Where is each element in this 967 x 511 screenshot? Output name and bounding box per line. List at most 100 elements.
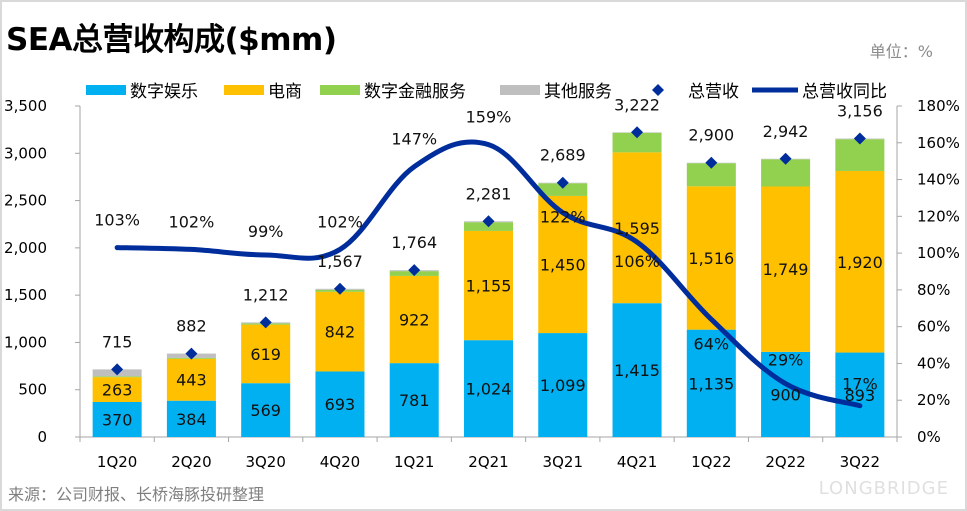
bar-segment-ecommerce <box>835 170 885 353</box>
legend-diamond-icon <box>652 84 664 96</box>
x-tick-label: 2Q20 <box>171 453 211 471</box>
bar-value-label: 922 <box>399 311 430 330</box>
bar-segment-fintech <box>612 132 662 153</box>
y2-tick-label: 160% <box>917 134 960 152</box>
axes: 0 500 1,000 1,500 2,000 2,500 3,000 3,500 0% 20% 4… <box>4 97 960 471</box>
x-tick-label: 1Q20 <box>97 453 137 471</box>
total-value-label: 1,764 <box>391 233 437 252</box>
legend-item-5: 总营收 <box>652 82 739 102</box>
yoy-value-label: 17% <box>842 375 878 394</box>
legend-label: 电商 <box>268 82 302 102</box>
yoy-line-group <box>114 139 863 409</box>
total-value-label: 2,689 <box>540 146 586 165</box>
x-tick-label: 3Q22 <box>840 453 880 471</box>
legend-label: 总营收 <box>688 82 739 102</box>
bar-value-label: 1,516 <box>688 249 734 268</box>
total-marker <box>853 132 866 145</box>
x-tick-label: 3Q20 <box>245 453 285 471</box>
bar-segment-ecommerce <box>166 358 216 401</box>
total-marker <box>705 156 718 169</box>
bar-segment-ecommerce <box>761 186 811 352</box>
y2-tick-label: 0% <box>917 428 941 446</box>
bar-value-label: 693 <box>325 395 356 414</box>
bar-value-label: 781 <box>399 391 430 410</box>
yoy-line <box>114 139 863 409</box>
bar-segment-entertainment <box>315 371 365 437</box>
y2-tick-label: 60% <box>917 318 950 336</box>
bar-segment-entertainment <box>389 363 439 437</box>
y-tick-label: 500 <box>18 381 47 399</box>
bar-value-label: 263 <box>102 381 133 400</box>
bar-segment-ecommerce <box>612 152 662 304</box>
total-marker <box>185 347 198 360</box>
total-value-label: 715 <box>102 332 133 351</box>
bar-value-label: 1,450 <box>540 256 586 275</box>
bar-segment-entertainment <box>686 329 736 437</box>
bar-segment-fintech <box>686 163 736 187</box>
total-value-label: 1,567 <box>317 252 363 271</box>
yoy-value-label: 102% <box>169 212 215 231</box>
bar-segment-fintech <box>92 376 142 378</box>
y-tick-label: 2,000 <box>4 239 47 257</box>
yoy-value-label: 147% <box>391 130 437 149</box>
legend-item-1: 数字娱乐 <box>86 82 198 102</box>
total-marker <box>333 282 346 295</box>
bar-segment-entertainment <box>92 402 142 437</box>
bar-value-label: 1,749 <box>763 260 809 279</box>
yoy-value-label: 122% <box>540 208 586 227</box>
yoy-value-label: 29% <box>768 351 804 370</box>
bar-value-label: 842 <box>325 323 356 342</box>
total-marker <box>556 176 569 189</box>
total-value-label: 2,900 <box>688 126 734 145</box>
bar-segment-ecommerce <box>92 377 142 403</box>
total-marker <box>408 264 421 277</box>
legend-label: 数字娱乐 <box>130 82 198 102</box>
bar-value-label: 893 <box>845 386 876 405</box>
total-value-label: 3,222 <box>614 95 660 114</box>
bar-segment-entertainment <box>241 383 291 437</box>
bar-value-label: 1,024 <box>466 380 512 399</box>
legend-item-6: 总营收同比 <box>752 82 887 102</box>
bar-value-label: 1,595 <box>614 219 660 238</box>
bar-value-label: 1,099 <box>540 376 586 395</box>
bar-value-label: 443 <box>176 371 207 390</box>
total-marker <box>631 126 644 139</box>
bar-value-label: 1,415 <box>614 361 660 380</box>
y2-tick-label: 20% <box>917 391 950 409</box>
yoy-value-label: 99% <box>248 222 284 241</box>
data-labels: 370 263 384 443 569 619 693 842 781 922 1,024 1,155… <box>94 95 883 429</box>
y2-tick-label: 40% <box>917 354 950 372</box>
yoy-value-label: 106% <box>614 252 660 271</box>
yoy-value-label: 64% <box>694 334 730 353</box>
x-tick-label: 4Q21 <box>617 453 657 471</box>
x-tick-label: 3Q21 <box>543 453 583 471</box>
y-tick-label: 0 <box>37 428 47 446</box>
total-value-label: 2,942 <box>763 122 809 141</box>
y-tick-label: 1,000 <box>4 333 47 351</box>
bar-value-label: 1,920 <box>837 253 883 272</box>
y2-tick-label: 140% <box>917 171 960 189</box>
legend-item-4: 其他服务 <box>500 82 612 102</box>
x-tick-label: 4Q20 <box>320 453 360 471</box>
bar-segment-entertainment <box>538 333 588 437</box>
total-marker <box>779 152 792 165</box>
bar-segment-entertainment <box>463 340 514 437</box>
bar-segment-entertainment <box>612 303 662 437</box>
bar-segment-ecommerce <box>463 230 514 341</box>
legend-item-2: 电商 <box>224 82 302 102</box>
chart-title: SEA总营收构成($mm) <box>6 22 337 58</box>
unit-label: 单位：% <box>869 42 933 61</box>
x-tick-label: 2Q22 <box>765 453 805 471</box>
yoy-value-label: 159% <box>466 108 512 127</box>
legend: 数字娱乐 电商 数字金融服务 其他服务 总营收 总营收同比 <box>86 82 887 102</box>
bar-segment-fintech <box>538 183 588 196</box>
total-value-label: 1,212 <box>243 285 289 304</box>
bar-segment-entertainment <box>835 352 885 437</box>
y2-tick-label: 120% <box>917 207 960 225</box>
bar-value-label: 370 <box>102 411 133 430</box>
total-value-label: 3,156 <box>837 102 883 121</box>
total-marker <box>111 363 124 376</box>
yoy-value-label: 102% <box>317 212 363 231</box>
source-note: 来源：公司财报、长桥海豚投研整理 <box>8 485 265 504</box>
